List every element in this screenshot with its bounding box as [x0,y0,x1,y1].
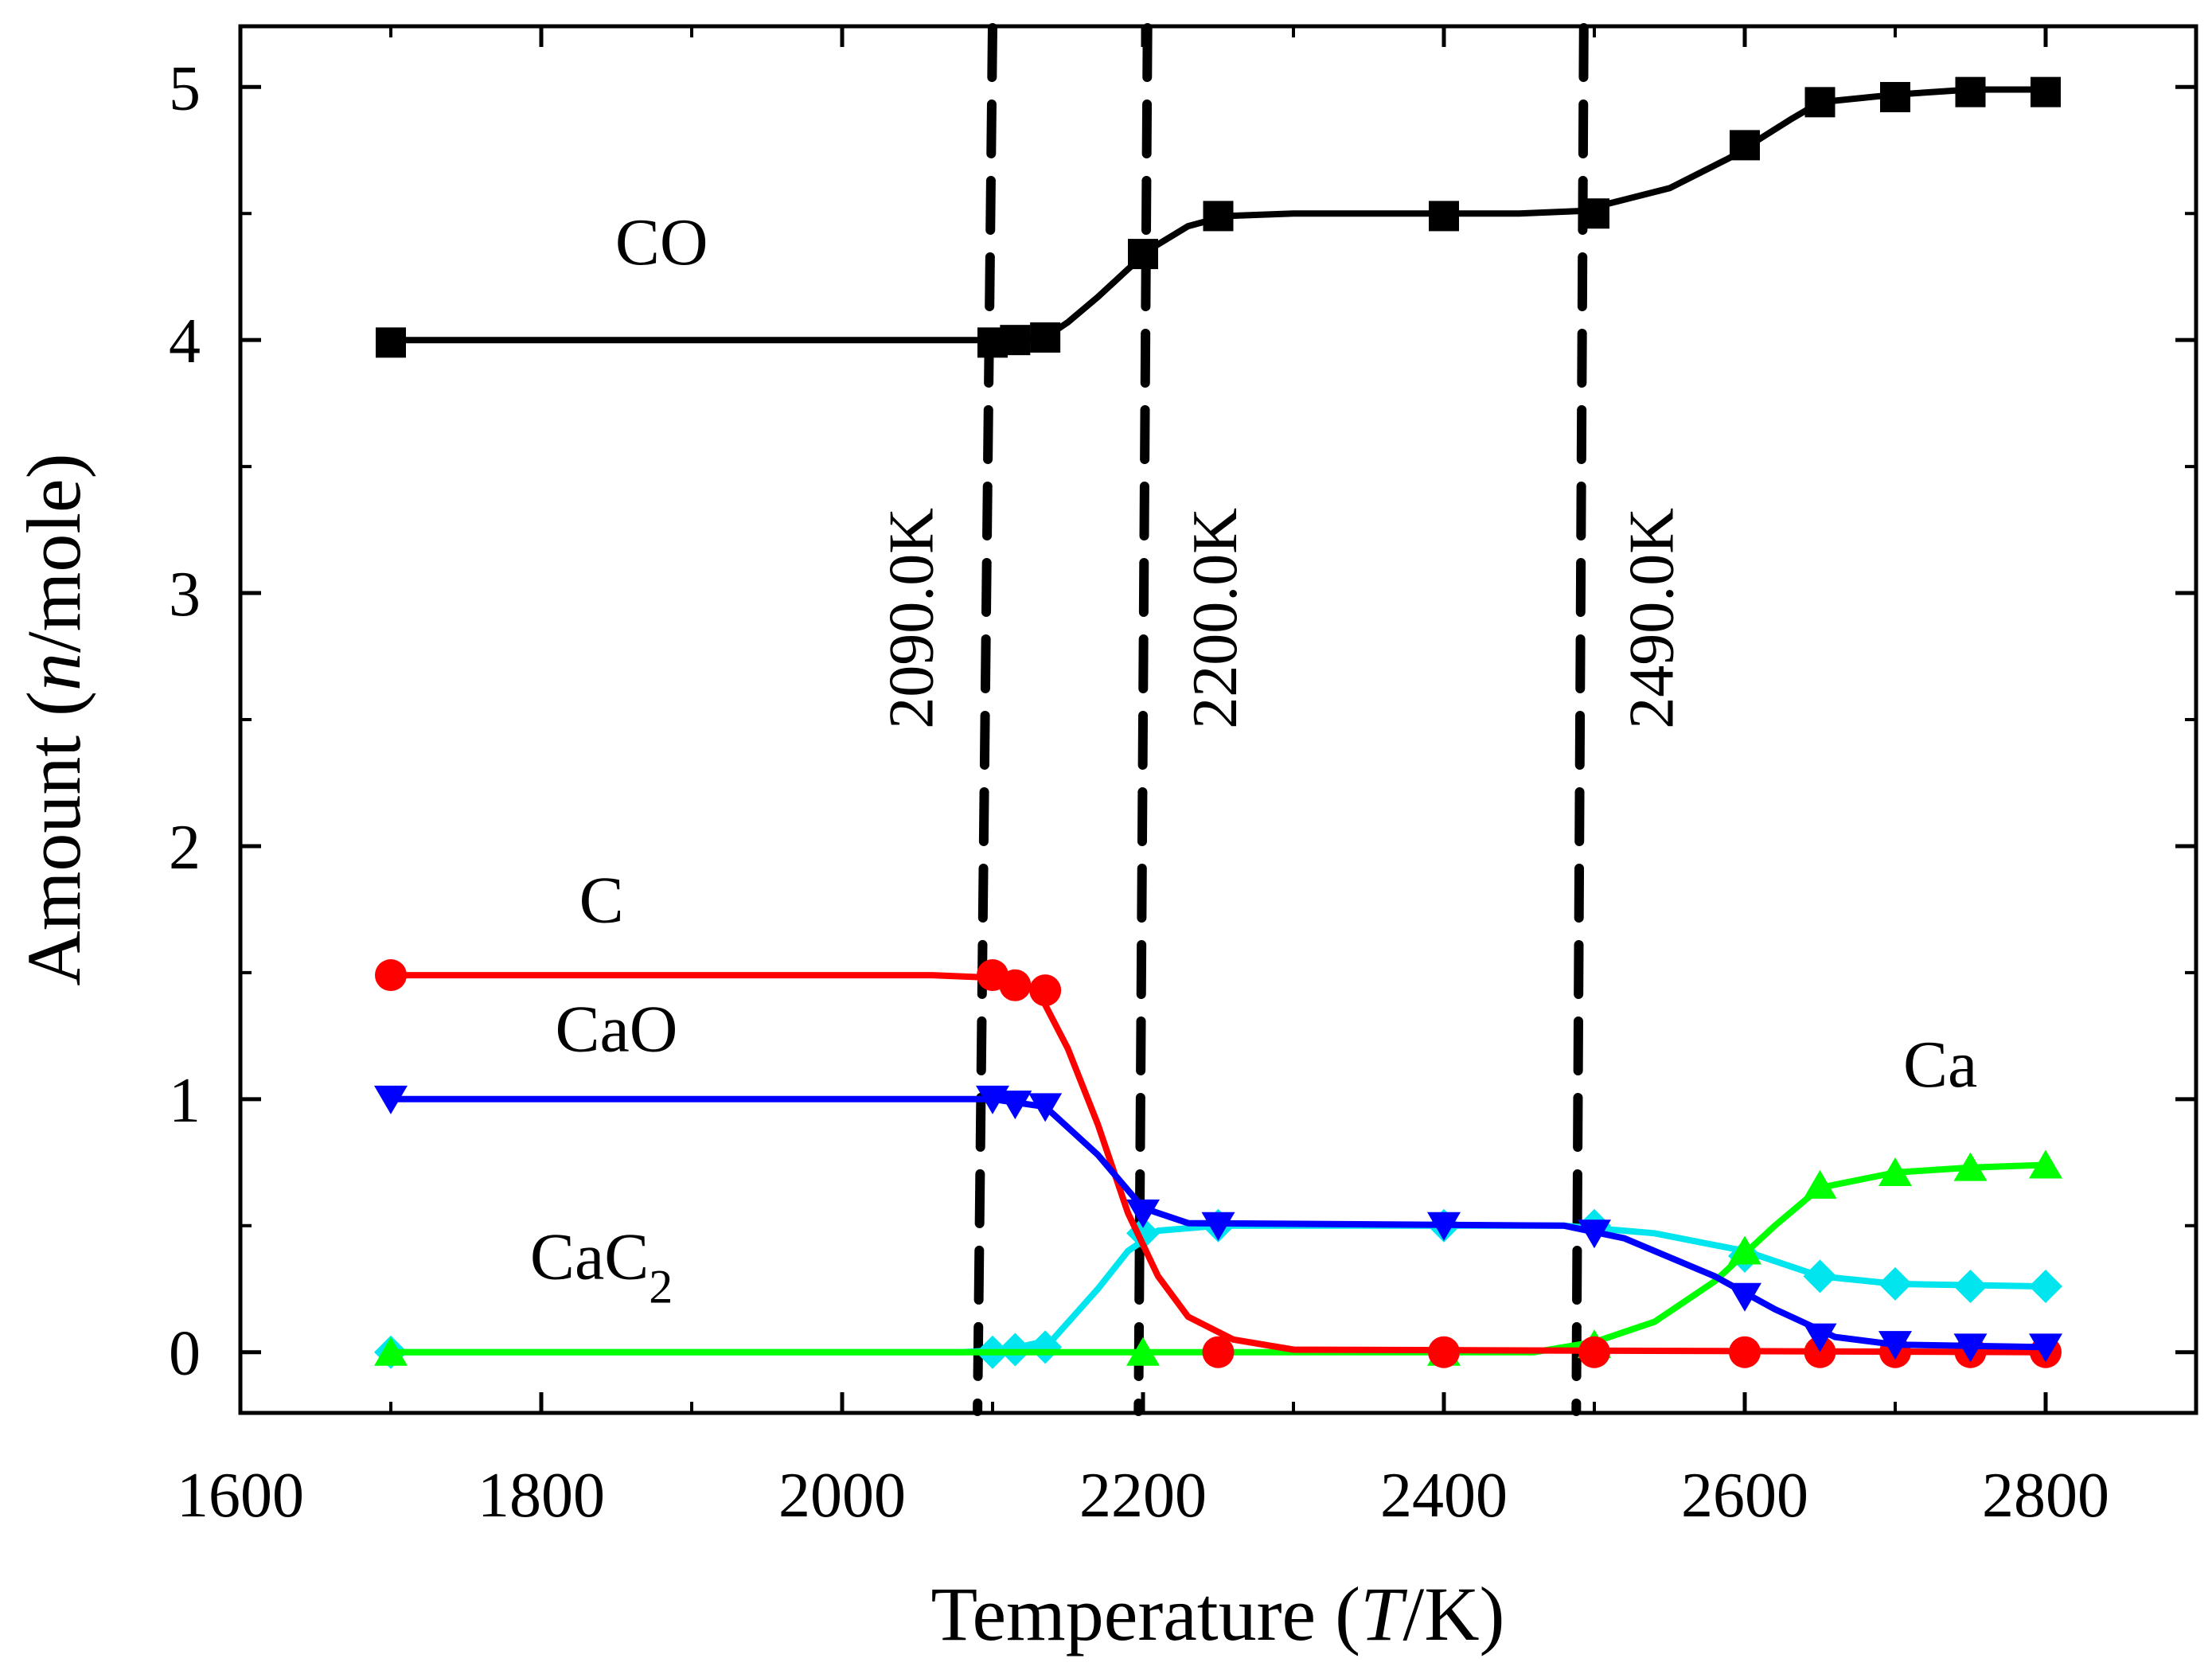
vline-label-2: 2490.0K [1617,508,1687,729]
marker-ca [2029,1149,2062,1179]
marker-cac2 [1803,1259,1837,1294]
y-tick-label: 0 [169,1319,201,1389]
marker-cac2 [1028,1330,1063,1364]
vline-label-0: 2090.0K [876,508,946,729]
y-axis-title: Amount (n/mole) [11,453,96,985]
x-tick-label: 1800 [478,1461,605,1531]
marker-c [1578,1336,1610,1368]
series-layer [374,76,2062,1369]
x-axis-title: Temperature (T/K) [931,1571,1505,1656]
marker-co [1030,322,1061,353]
vline-label-1: 2200.0K [1180,508,1250,729]
x-tick-label: 1600 [177,1461,304,1531]
marker-cao [1028,1093,1063,1122]
x-tick-label: 2200 [1079,1461,1207,1531]
y-tick-label: 3 [169,560,201,630]
marker-c [1428,1336,1460,1368]
marker-cao [374,1085,408,1114]
series-label-ca: Ca [1903,1028,1977,1102]
marker-co [1730,130,1760,161]
marker-cao [1427,1212,1461,1241]
x-tick-label: 2800 [1982,1461,2109,1531]
marker-cao [1201,1212,1235,1241]
marker-co [376,327,406,358]
marker-co [1579,198,1609,229]
marker-co [1203,201,1234,232]
vline-0 [973,23,997,1416]
marker-cac2 [1953,1270,1988,1304]
series-label-cao: CaO [556,992,678,1066]
series-co [376,76,2061,358]
y-tick-label: 5 [169,53,201,123]
series-label-text: C [579,863,624,937]
series-label-text: CO [615,205,708,279]
x-tick-label: 2400 [1380,1461,1508,1531]
marker-cao [1578,1219,1611,1249]
marker-ca [374,1336,408,1366]
series-label-text: CaC [530,1220,649,1294]
marker-co [1804,87,1836,118]
marker-cao [2029,1333,2062,1363]
marker-cao [998,1091,1032,1120]
marker-cao [1803,1323,1837,1352]
series-label-c: C [579,863,624,937]
series-label-text: Ca [1903,1028,1977,1102]
marker-c [999,969,1032,1001]
y-tick-label: 1 [169,1066,201,1136]
marker-c [1804,1336,1836,1368]
x-tick-label: 2000 [778,1461,906,1531]
marker-cao [1878,1331,1912,1360]
marker-cao [1953,1333,1988,1363]
series-label-co: CO [615,205,708,279]
marker-ca [1728,1235,1761,1265]
marker-cac2 [1878,1266,1912,1301]
label-layer: CO C CaO CaC2 Ca 2090.0K 2200.0K 2490.0K [530,205,1977,1313]
vline-2 [1571,23,1589,1416]
series-label-cac2: CaC2 [530,1220,673,1313]
marker-c [1729,1336,1761,1368]
marker-ca [1126,1336,1160,1366]
marker-cao [1728,1282,1761,1312]
y-tick-label: 4 [169,306,201,377]
marker-cao [1126,1199,1160,1228]
marker-ca [1803,1169,1837,1199]
marker-co [1429,201,1459,232]
marker-c [1202,1336,1235,1368]
marker-co [1128,239,1158,270]
marker-co [1955,76,1986,107]
marker-c [1029,974,1062,1007]
marker-cac2 [2029,1270,2062,1304]
marker-ca [1953,1152,1988,1181]
marker-co [2031,76,2061,107]
series-cao [374,1085,2062,1363]
series-label-text: CaO [556,992,678,1066]
marker-co [1880,82,1910,113]
marker-c [375,959,407,992]
y-tick-label: 2 [169,813,201,883]
marker-ca [1878,1157,1912,1187]
tick-layer: 1600 1800 2000 2200 2400 2600 2800 0 1 2 3 4 5 [169,26,2198,1531]
x-tick-label: 2600 [1681,1461,1808,1531]
marker-co [1000,325,1031,356]
series-label-subscript: 2 [649,1261,673,1313]
vline-layer [973,23,1589,1416]
